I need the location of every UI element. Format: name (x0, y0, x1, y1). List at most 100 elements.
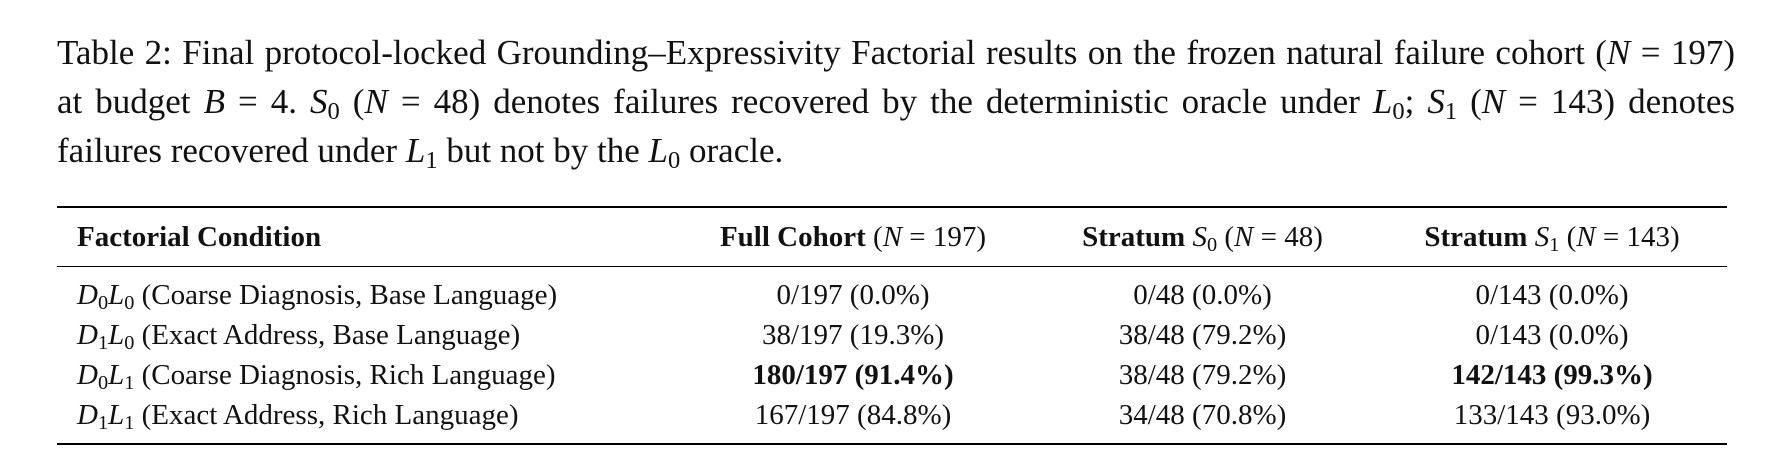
text: ( (1559, 220, 1577, 253)
math-subscript: 0 (124, 291, 135, 314)
text: 0/143 (0.0%) (1475, 278, 1629, 311)
bold-text: 180/197 (91.4%) (752, 358, 954, 391)
table-cell: 38/197 (19.3%) (678, 315, 1028, 355)
math-subscript: 1 (124, 371, 135, 394)
math-symbol: L (108, 318, 125, 351)
math-symbol: N (882, 220, 903, 253)
bold-text: 142/143 (99.3%) (1451, 358, 1653, 391)
text: 38/197 (19.3%) (761, 318, 945, 351)
table-cell: 34/48 (70.8%) (1028, 395, 1377, 444)
table-row: D0L1 (Coarse Diagnosis, Rich Language) 18… (57, 355, 1727, 395)
text: 167/197 (84.8%) (754, 398, 952, 431)
math-symbol: N (1576, 220, 1596, 253)
bold-text: Full Cohort (719, 220, 866, 253)
table-cell: D0L0 (Coarse Diagnosis, Base Language) (57, 267, 678, 316)
text: 0/197 (0.0%) (776, 278, 930, 311)
text: ( (1217, 220, 1235, 253)
math-symbol: S (1534, 220, 1550, 253)
math-symbol: L (648, 131, 668, 170)
table-cell: 180/197 (91.4%) (678, 355, 1028, 395)
math-symbol: L (405, 131, 426, 170)
table-cell: D1L1 (Exact Address, Rich Language) (57, 395, 678, 444)
math-symbol: N (1234, 220, 1254, 253)
math-symbol: S (310, 82, 328, 121)
math-symbol: D (77, 358, 98, 391)
table-cell: D0L1 (Coarse Diagnosis, Rich Language) (57, 355, 678, 395)
text: 133/143 (93.0%) (1453, 398, 1651, 431)
math-subscript: 0 (97, 371, 109, 394)
text: ; (1404, 82, 1428, 121)
math-subscript: 1 (1549, 233, 1560, 256)
text: ( (1457, 82, 1482, 121)
table-cell: 142/143 (99.3%) (1377, 355, 1727, 395)
text: oracle. (680, 131, 784, 170)
math-symbol: N (1481, 82, 1506, 121)
table-caption: Table 2: Final protocol-locked Grounding… (57, 28, 1735, 175)
table-header: Factorial Condition Full Cohort (N = 197)… (57, 207, 1727, 267)
table-cell: D1L0 (Exact Address, Base Language) (57, 315, 678, 355)
table-body: D0L0 (Coarse Diagnosis, Base Language) 0/… (57, 267, 1727, 444)
header-cell: Stratum S1 (N = 143) (1377, 207, 1727, 267)
text: 0/143 (0.0%) (1475, 318, 1629, 351)
text (1527, 221, 1534, 253)
math-symbol: D (77, 278, 98, 311)
text: 0/48 (0.0%) (1133, 278, 1272, 311)
table-cell: 133/143 (93.0%) (1377, 395, 1727, 444)
header-cell: Full Cohort (N = 197) (678, 207, 1028, 267)
bold-text: Stratum (1082, 220, 1186, 253)
text: Table 2: Final protocol-locked Grounding… (57, 33, 1607, 72)
header-row: Factorial Condition Full Cohort (N = 197)… (57, 207, 1727, 267)
text: 34/48 (70.8%) (1118, 398, 1287, 431)
text: 38/48 (79.2%) (1118, 358, 1287, 391)
math-subscript: 1 (124, 411, 135, 434)
text: = 143) (1595, 220, 1680, 253)
text: but not by the (437, 131, 649, 170)
math-symbol: N (364, 82, 388, 121)
text: (Coarse Diagnosis, Base Language) (134, 278, 558, 311)
bold-text: Factorial Condition (77, 220, 322, 253)
math-symbol: L (108, 278, 125, 311)
math-symbol: L (1372, 82, 1393, 121)
bold-text: Stratum (1424, 220, 1528, 253)
header-cell: Factorial Condition (57, 207, 678, 267)
table-cell: 0/197 (0.0%) (678, 267, 1028, 316)
math-subscript: 1 (425, 147, 438, 175)
math-symbol: L (108, 358, 125, 391)
math-symbol: D (77, 398, 98, 431)
text: = 48) denotes failures recovered by the … (387, 82, 1373, 121)
math-symbol: L (108, 398, 125, 431)
header-cell: Stratum S0 (N = 48) (1028, 207, 1377, 267)
table-cell: 0/143 (0.0%) (1377, 267, 1727, 316)
math-subscript: 1 (97, 411, 109, 434)
text: ( (339, 82, 365, 121)
math-subscript: 0 (327, 98, 340, 126)
results-table: Factorial Condition Full Cohort (N = 197)… (57, 206, 1727, 445)
math-symbol: S (1192, 220, 1207, 253)
math-subscript: 1 (97, 331, 109, 354)
text: = 4. (224, 82, 310, 121)
math-symbol: D (77, 318, 98, 351)
text: = 48) (1253, 220, 1323, 253)
text: ( (865, 220, 883, 253)
math-subscript: 1 (1444, 98, 1458, 126)
text: = 143) denotes failures recovered under (57, 82, 1736, 170)
text: = 197) (902, 220, 987, 253)
math-symbol: S (1427, 82, 1445, 121)
math-symbol: B (203, 82, 225, 121)
table-row: D1L0 (Exact Address, Base Language) 38/19… (57, 315, 1727, 355)
table-row: D0L0 (Coarse Diagnosis, Base Language) 0/… (57, 267, 1727, 316)
text: 38/48 (79.2%) (1118, 318, 1287, 351)
table-cell: 167/197 (84.8%) (678, 395, 1028, 444)
table-row: D1L1 (Exact Address, Rich Language) 167/1… (57, 395, 1727, 444)
table-cell: 38/48 (79.2%) (1028, 355, 1377, 395)
text: (Coarse Diagnosis, Rich Language) (134, 358, 556, 391)
math-subscript: 0 (124, 331, 135, 354)
table-cell: 0/143 (0.0%) (1377, 315, 1727, 355)
text: (Exact Address, Base Language) (134, 318, 521, 351)
math-subscript: 0 (97, 291, 109, 314)
math-subscript: 0 (668, 147, 681, 175)
math-subscript: 0 (1206, 233, 1218, 256)
table-cell: 38/48 (79.2%) (1028, 315, 1377, 355)
table-cell: 0/48 (0.0%) (1028, 267, 1377, 316)
